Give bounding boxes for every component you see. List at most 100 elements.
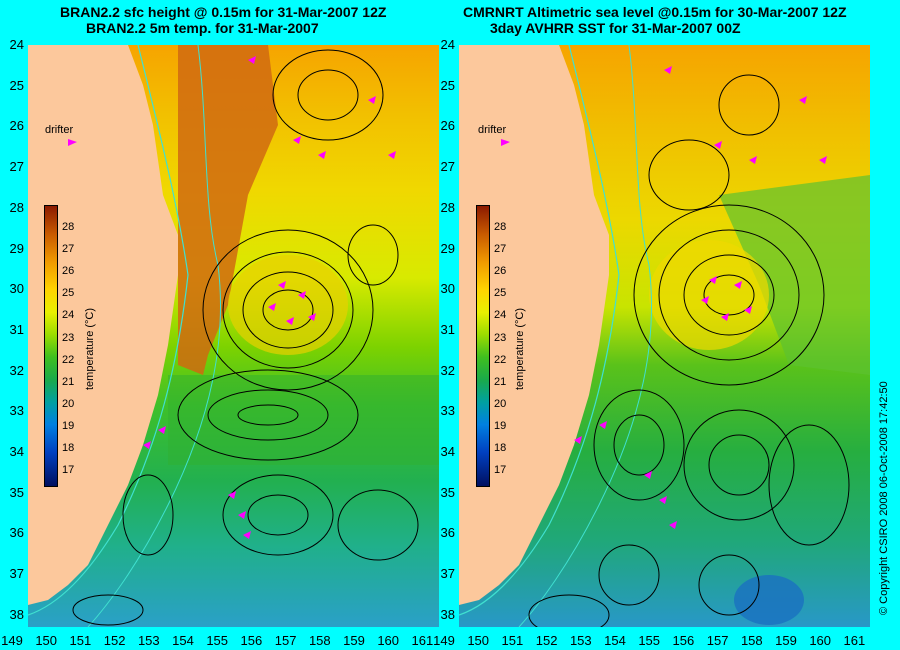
x-tick-label: 152: [103, 633, 126, 648]
right-map-panel: [459, 45, 870, 627]
x-tick-label: 150: [35, 633, 58, 648]
cool-band: [168, 375, 439, 465]
y-tick-label: 32: [9, 362, 24, 378]
x-tick-label: 152: [535, 633, 558, 648]
x-tick-label: 156: [240, 633, 263, 648]
isobath: [459, 45, 620, 616]
x-tick-label: 158: [740, 633, 763, 648]
cool-patch: [719, 175, 870, 375]
y-tick-label: 38: [440, 606, 455, 622]
y-tick-label: 30: [440, 281, 455, 297]
x-tick-label: 155: [638, 633, 661, 648]
colorbar-tick-label: 26: [62, 265, 75, 278]
colorbar-tick-label: 20: [494, 397, 507, 410]
x-tick-label: 154: [604, 633, 626, 648]
left-map-panel: [28, 45, 439, 627]
sea-level-contours: [72, 49, 419, 626]
x-tick-label: 159: [775, 633, 797, 648]
x-tick-label: 160: [377, 633, 400, 648]
colorbar-tick-label: 21: [494, 375, 507, 388]
y-tick-label: 35: [9, 484, 24, 500]
y-tick-label: 27: [9, 159, 24, 175]
x-tick-label: 153: [137, 633, 160, 648]
x-tick-label: 158: [308, 633, 331, 648]
left-drifter-label: drifter: [45, 124, 74, 136]
y-tick-label: 31: [440, 321, 455, 337]
right-drifter-legend-icon: [501, 139, 510, 146]
colorbar-tick-label: 27: [62, 243, 75, 256]
y-tick-label: 38: [9, 606, 24, 622]
right-title-line2: 3day AVHRR SST for 31-Mar-2007 00Z: [490, 20, 741, 36]
y-tick-label: 24: [440, 37, 455, 52]
y-tick-label: 37: [440, 566, 455, 582]
colorbar-tick-label: 26: [494, 265, 507, 278]
colorbar-tick-label: 17: [62, 464, 75, 477]
copyright-text: © Copyright CSIRO 2008 06-Oct-2008 17:42…: [878, 381, 890, 615]
x-tick-label: 155: [206, 633, 229, 648]
x-tick-label: 154: [172, 633, 194, 648]
x-tick-label: 161: [843, 633, 866, 648]
y-tick-label: 35: [440, 484, 455, 500]
warm-current: [178, 45, 278, 375]
x-tick-label: 151: [69, 633, 92, 648]
x-tick-label: 150: [467, 633, 490, 648]
y-tick-label: 30: [9, 281, 24, 297]
y-tick-label: 28: [440, 199, 455, 215]
warm-eddy: [649, 240, 769, 350]
drifter-markers: [574, 66, 827, 529]
right-drifter-label: drifter: [478, 124, 507, 136]
cool-eddy: [734, 575, 804, 625]
left-title-line1: BRAN2.2 sfc height @ 0.15m for 31-Mar-20…: [60, 4, 387, 20]
x-tick-label: 149: [433, 633, 455, 648]
y-tick-label: 37: [9, 566, 24, 582]
colorbar-tick-label: 21: [62, 375, 75, 388]
colorbar-tick-label: 17: [494, 464, 507, 477]
right-colorbar: [476, 205, 490, 487]
x-tick-label: 157: [706, 633, 729, 648]
y-tick-label: 24: [9, 37, 24, 52]
colorbar-tick-label: 23: [62, 331, 75, 344]
y-tick-label: 34: [9, 444, 24, 459]
warm-eddy: [228, 255, 348, 355]
y-tick-label: 28: [9, 199, 24, 215]
colorbar-tick-label: 22: [494, 353, 507, 366]
y-tick-label: 36: [9, 525, 24, 541]
y-tick-label: 29: [9, 240, 24, 256]
left-title-line2: BRAN2.2 5m temp. for 31-Mar-2007: [86, 20, 319, 36]
colorbar-tick-label: 24: [494, 309, 507, 322]
left-map-svg: [28, 45, 439, 627]
y-tick-label: 31: [9, 321, 24, 337]
y-tick-label: 32: [440, 362, 455, 378]
isobath: [87, 45, 222, 627]
left-colorbar-title: temperature (°C): [84, 307, 96, 390]
colorbar-tick-label: 18: [62, 442, 75, 454]
colorbar-tick-label: 19: [494, 419, 507, 432]
colorbar-tick-label: 22: [62, 353, 75, 366]
land: [28, 45, 178, 605]
left-colorbar: [44, 205, 58, 487]
colorbar-tick-label: 24: [62, 309, 75, 322]
right-title-line1: CMRNRT Altimetric sea level @0.15m for 3…: [463, 4, 847, 20]
isobath: [518, 45, 653, 627]
y-tick-label: 25: [9, 77, 24, 93]
y-tick-label: 25: [440, 77, 455, 93]
x-tick-label: 149: [1, 633, 23, 648]
colorbar-tick-label: 25: [62, 287, 75, 300]
y-tick-label: 33: [440, 403, 455, 419]
colorbar-tick-label: 25: [494, 287, 507, 300]
y-tick-label: 29: [440, 240, 455, 256]
left-drifter-legend-icon: [68, 139, 77, 146]
colorbar-tick-label: 28: [494, 221, 507, 233]
x-tick-label: 151: [501, 633, 524, 648]
right-map-svg: [459, 45, 870, 627]
y-tick-label: 34: [440, 444, 455, 459]
colorbar-tick-label: 27: [494, 243, 507, 256]
colorbar-tick-label: 28: [62, 221, 75, 233]
y-tick-label: 33: [9, 403, 24, 419]
x-tick-label: 161: [411, 633, 434, 648]
right-colorbar-title: temperature (°C): [514, 307, 526, 390]
sea-level-contours: [528, 74, 850, 627]
x-tick-label: 153: [569, 633, 592, 648]
x-tick-label: 156: [672, 633, 695, 648]
drifter-markers: [143, 56, 396, 539]
